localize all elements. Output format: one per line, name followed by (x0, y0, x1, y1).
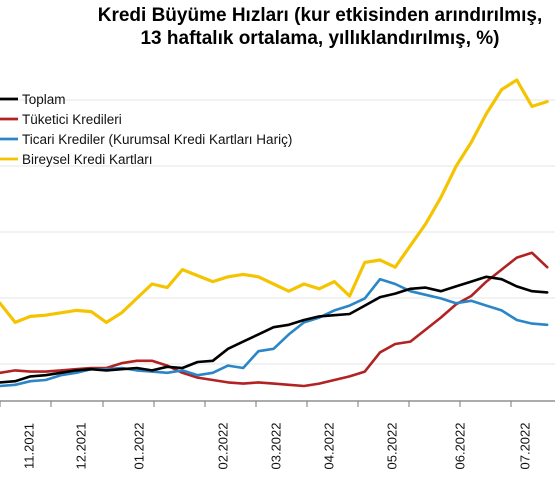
legend-label: Bireysel Kredi Kartları (22, 152, 153, 167)
chart-title: Kredi Büyüme Hızları (kur etkisinden arı… (0, 4, 555, 50)
legend: Toplam Tüketici Kredileri Ticari Krediler … (0, 92, 292, 167)
x-tick-label: 07.2022 (517, 423, 532, 470)
x-tick-label: 05.2022 (384, 423, 399, 470)
series-line-4 (0, 78, 549, 324)
chart-subtitle-line2: 13 haftalık ortalama, yıllıklandırılmış,… (140, 28, 500, 49)
series-line-2 (0, 251, 549, 388)
chart-title-line1: Kredi Büyüme Hızları (kur etkisinden arı… (97, 5, 543, 26)
x-tick-label: 02.2022 (215, 423, 230, 470)
series-line-1 (0, 275, 549, 384)
legend-label: Ticari Krediler (Kurumsal Kredi Kartları… (22, 132, 292, 147)
x-tick-label: 01.2022 (131, 423, 146, 470)
legend-label: Tüketici Kredileri (22, 112, 122, 127)
x-tick-label: 06.2022 (452, 423, 467, 470)
gridlines (0, 99, 555, 365)
x-tick-label: 04.2022 (321, 423, 336, 470)
x-tick-label: 03.2022 (268, 423, 283, 470)
x-tick-label: 12.2021 (73, 423, 88, 470)
x-tick-label: 11.2021 (21, 423, 36, 469)
x-axis-ticks: 11.2021 12.2021 01.2022 02.2022 03.2022 04.20… (0, 401, 532, 470)
series-lines (0, 78, 549, 388)
legend-label: Toplam (22, 92, 66, 107)
